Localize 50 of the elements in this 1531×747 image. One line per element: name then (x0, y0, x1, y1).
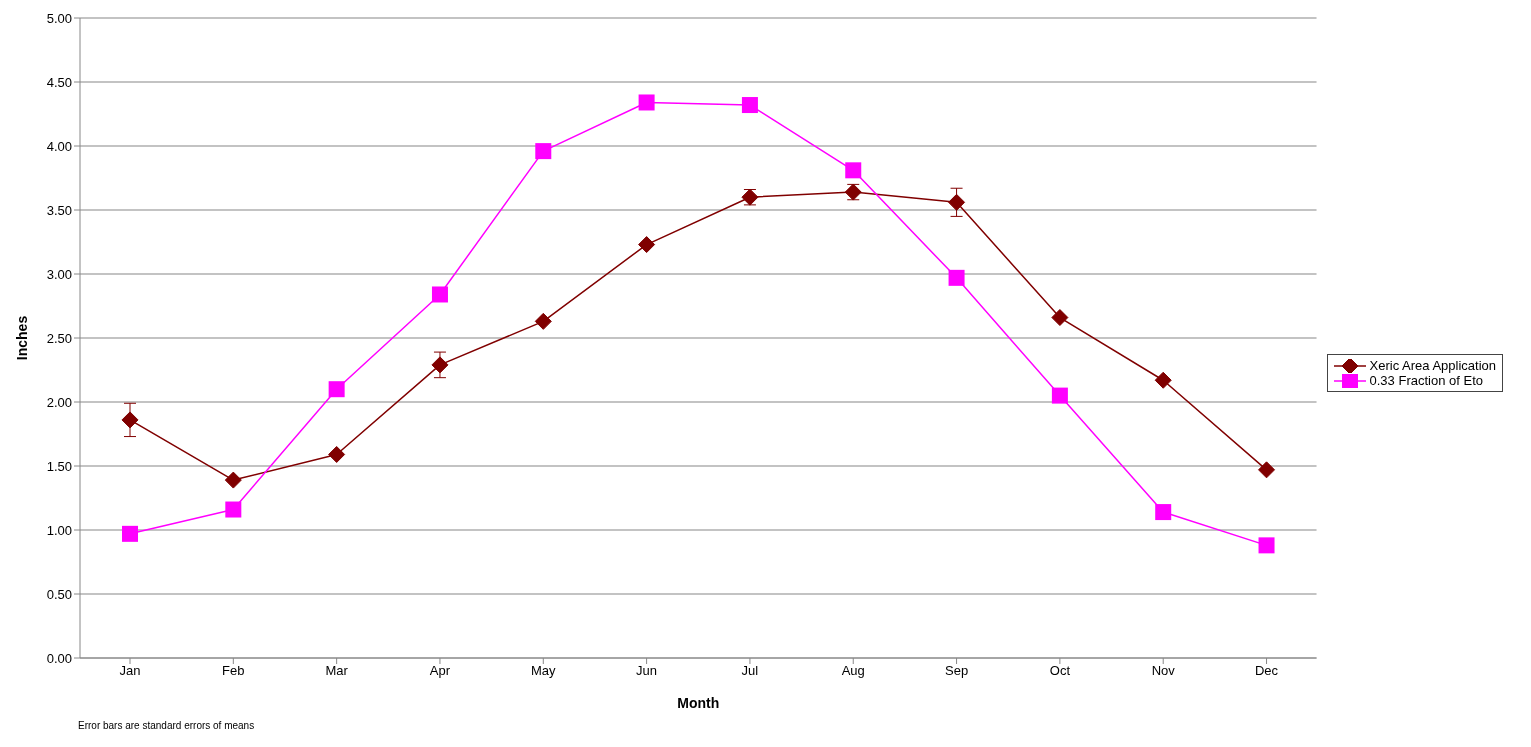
point (535, 143, 552, 160)
point (1258, 537, 1275, 554)
x-tick-label: Nov (1151, 663, 1176, 679)
point (1258, 461, 1276, 479)
x-tick-label: Dec (1254, 663, 1279, 679)
y-tick-label: 4.00 (46, 138, 72, 154)
point (431, 356, 449, 374)
x-tick-label: May (531, 663, 557, 679)
legend-label: 0.33 Fraction of Eto (1369, 373, 1483, 388)
y-tick-label: 2.00 (46, 394, 72, 410)
point (741, 97, 758, 114)
point (122, 525, 138, 542)
x-tick-label: Jul (741, 663, 759, 679)
x-tick-label: Oct (1049, 663, 1071, 679)
legend-label: Xeric Area Application (1369, 358, 1496, 373)
x-tick-label: Mar (325, 663, 349, 679)
point (1051, 309, 1069, 327)
x-tick-label: Jan (119, 663, 141, 679)
text: Error bars are standard errors of means (78, 720, 255, 731)
point (845, 162, 862, 179)
point (225, 501, 242, 518)
y-tick-label: 0.50 (46, 586, 72, 602)
point (534, 312, 552, 330)
point (638, 236, 656, 254)
point (948, 193, 966, 211)
point (638, 94, 655, 111)
point (1154, 371, 1172, 389)
y-tick-label: 5.00 (46, 10, 72, 26)
y-tick-label: 0.00 (46, 650, 72, 666)
x-axis-title: Month (677, 695, 720, 711)
y-tick-label: 1.00 (46, 522, 72, 538)
y-tick-label: 2.50 (46, 330, 72, 346)
point (1051, 387, 1068, 404)
point (328, 381, 345, 398)
y-tick-label: 3.00 (46, 266, 72, 282)
point (1155, 504, 1172, 521)
point (431, 286, 448, 303)
x-tick-label: Apr (429, 663, 451, 679)
point (948, 269, 965, 286)
y-tick-label: 1.50 (46, 458, 72, 474)
point (224, 471, 242, 489)
x-tick-label: Feb (222, 663, 245, 679)
y-tick-label: 3.50 (46, 202, 72, 218)
x-tick-label: Jun (636, 663, 658, 679)
x-tick-label: Aug (841, 663, 865, 679)
point (328, 445, 346, 463)
point (121, 411, 139, 429)
y-tick-label: 4.50 (46, 74, 72, 90)
x-tick-label: Sep (945, 663, 969, 679)
y-axis-title: Inches (13, 315, 30, 361)
